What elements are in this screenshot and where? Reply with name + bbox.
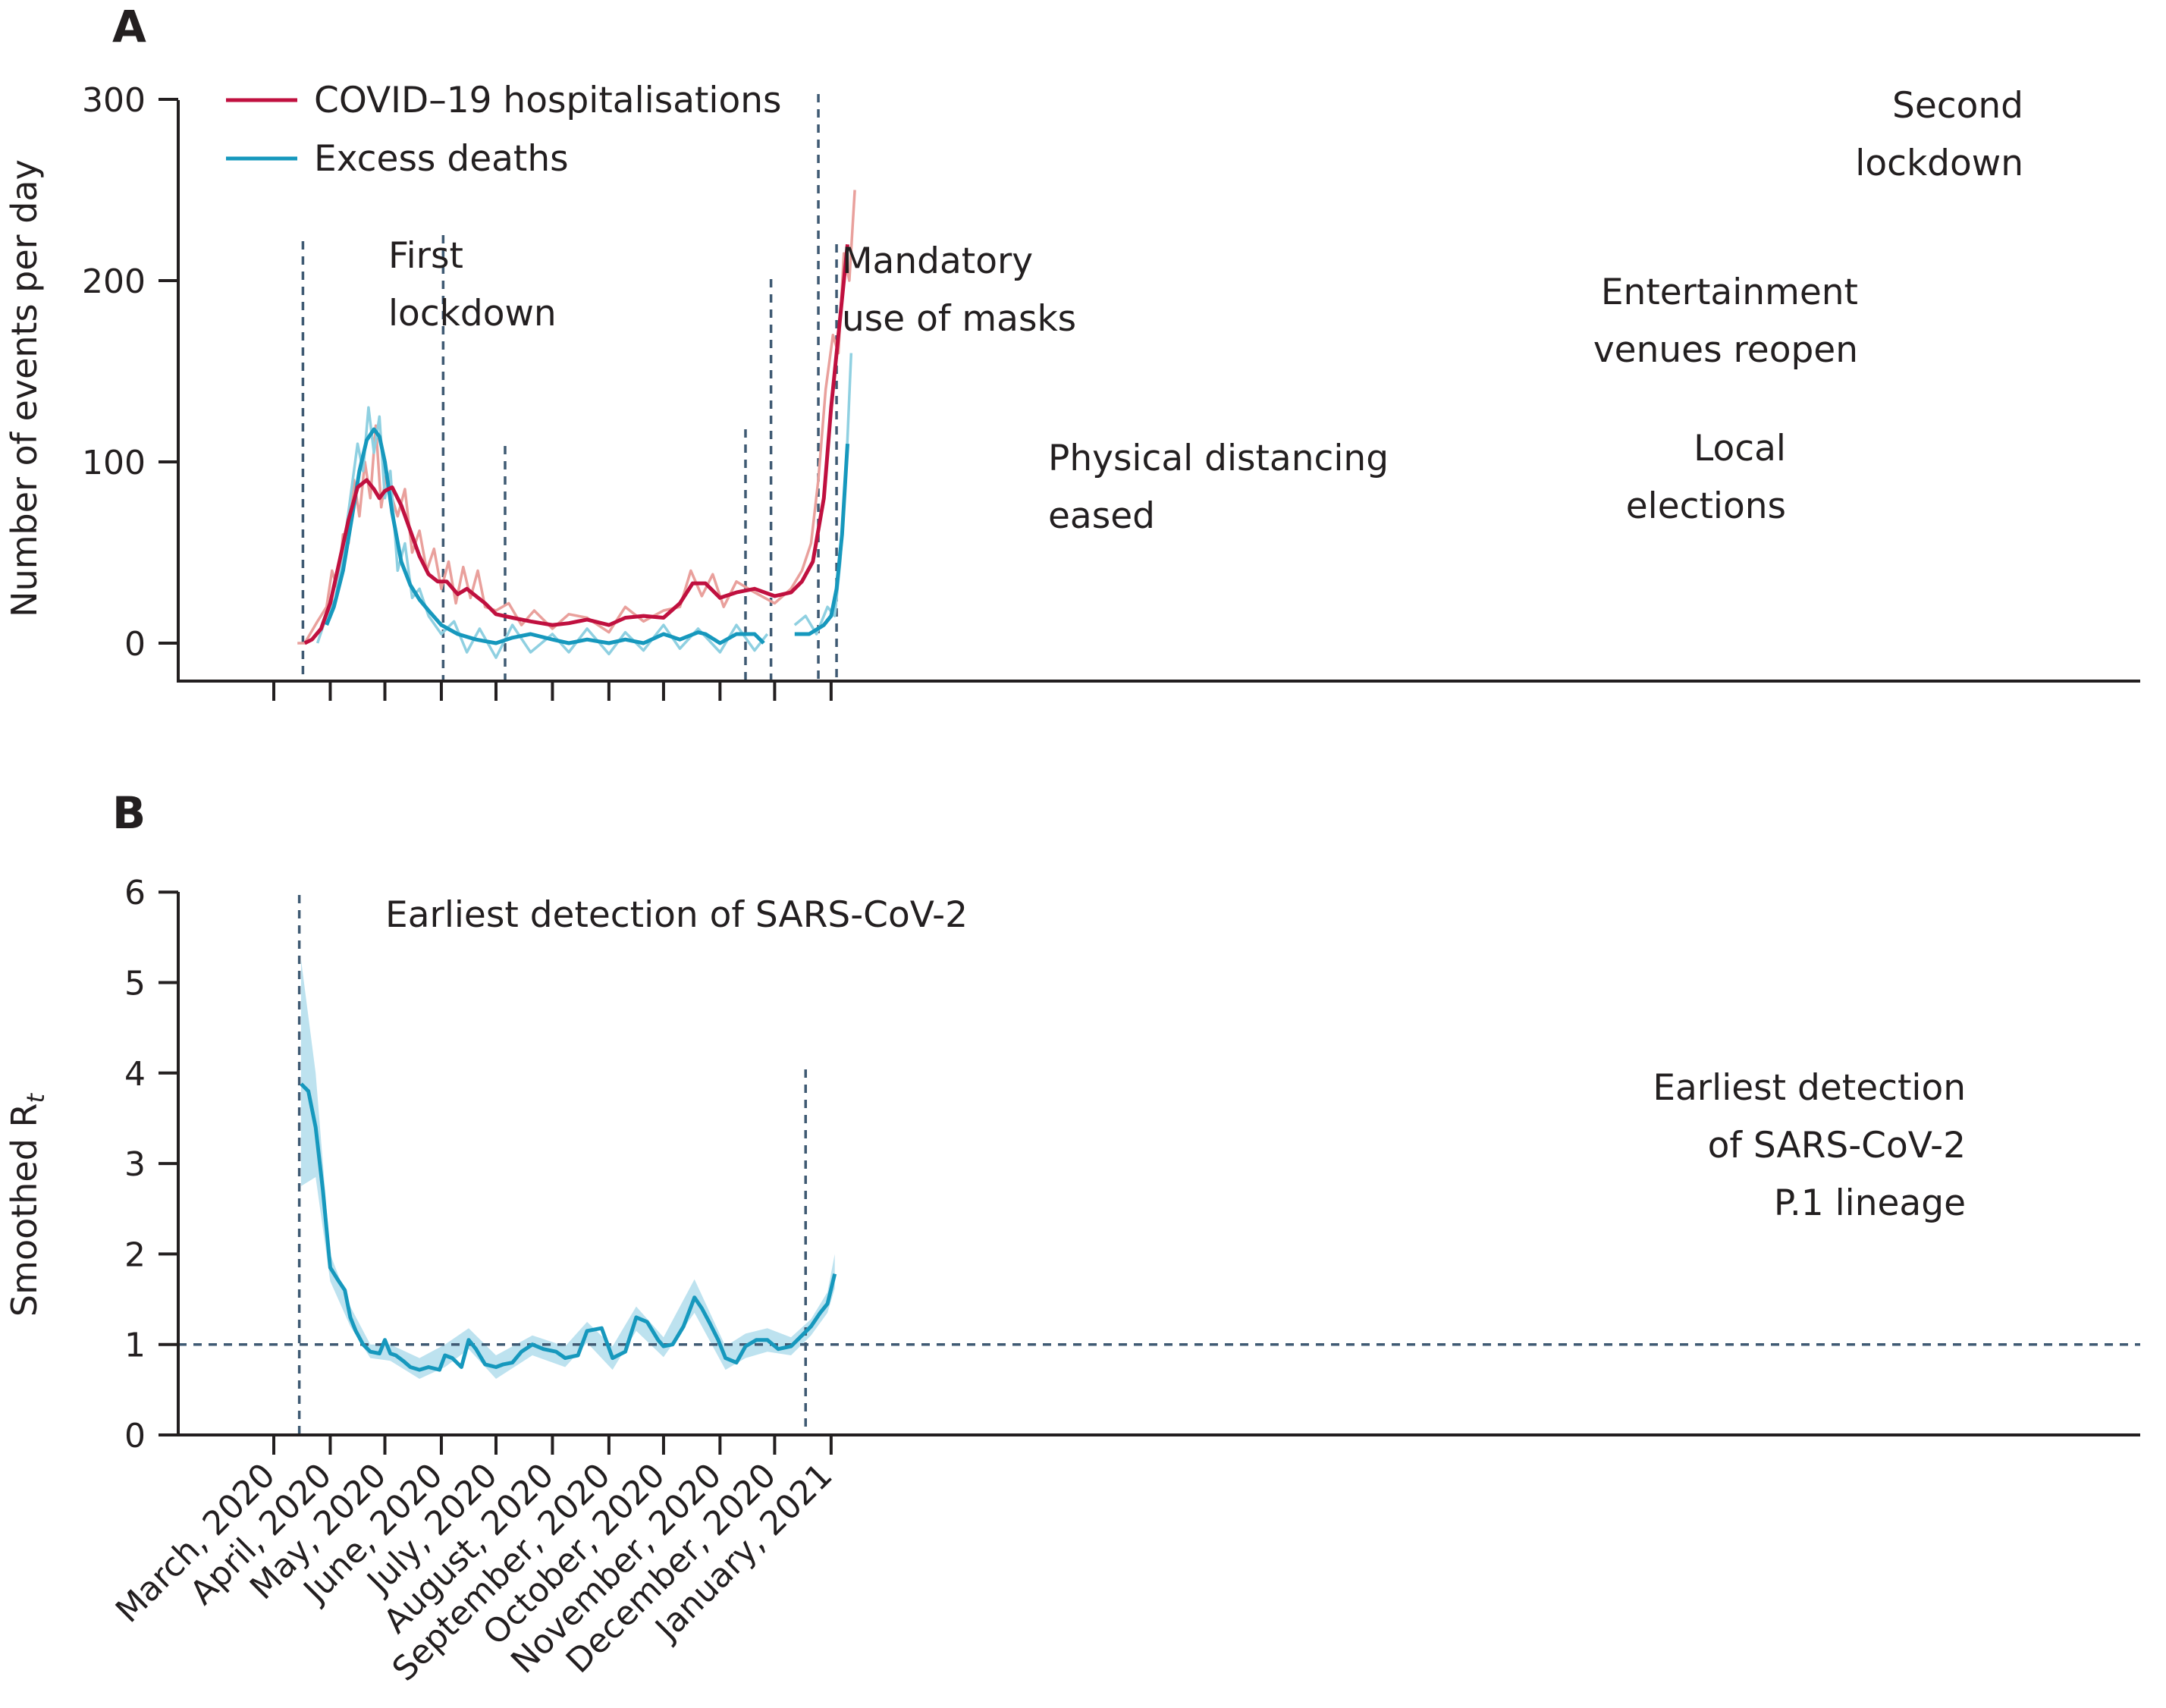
panel-b-y-tick-label: 4 (124, 1055, 146, 1094)
panel-b-band (301, 959, 835, 1379)
panel-b-event-annotation-line: P.1 lineage (1774, 1182, 1966, 1224)
panel-a-event-annotation: Local elections (1626, 428, 1786, 527)
excess-deaths-smoothed-line (325, 427, 765, 645)
panel-a-event-annotation-line: First (388, 235, 463, 277)
panel-b-event-annotation-line: of SARS-CoV-2 (1708, 1125, 1966, 1166)
panel-a-event-annotation-line: venues reopen (1593, 329, 1858, 371)
panel-b-event-annotation-line: Earliest detection of SARS-CoV-2 (385, 894, 968, 936)
panel-b-event-annotation: Earliest detection of SARS-CoV-2 (385, 894, 968, 936)
panel-b-axes (177, 892, 2140, 1436)
panel-a-event-annotation: Entertainment venues reopen (1593, 272, 1858, 371)
panel-a-event-annotation-line: elections (1626, 485, 1786, 527)
panel-b-event-annotation: Earliest detection of SARS-CoV-2 P.1 linea… (1653, 1067, 1966, 1224)
excess-deaths-smoothed-line-late (794, 443, 849, 636)
panel-b-label: B (112, 787, 146, 839)
panel-a: A Number of events per day 0 100 200 300 CO… (4, 1, 2140, 701)
panel-b: B Smoothed Rt 0 1 2 3 4 5 6 Earliest detection… (4, 787, 2140, 1455)
legend-label-hospitalisations: COVID–19 hospitalisations (314, 80, 782, 121)
legend-label-excess-deaths: Excess deaths (314, 138, 569, 180)
panel-b-y-axis-title-main: Smoothed R (4, 1103, 45, 1317)
panel-b-y-tick-label: 5 (124, 965, 146, 1003)
panel-b-y-tick-label: 3 (124, 1145, 146, 1184)
panel-b-y-tick-label: 2 (124, 1235, 146, 1274)
panel-b-event-annotation-line: Earliest detection (1653, 1067, 1966, 1109)
hospitalisations-smoothed-line (303, 243, 849, 645)
panel-a-y-tick-label: 300 (82, 81, 146, 120)
panel-a-event-annotation-line: Mandatory (842, 240, 1033, 282)
panel-a-series (297, 190, 856, 659)
panel-a-event-annotation: Physical distancing eased (1048, 438, 1389, 537)
panel-a-ticks: 0 100 200 300 (82, 81, 833, 701)
rt-credible-band (301, 959, 835, 1379)
panel-b-y-axis-title: Smoothed Rt (4, 1092, 50, 1317)
panel-a-event-annotation-line: lockdown (388, 293, 557, 334)
excess-deaths-raw-line (315, 406, 769, 659)
panel-a-event-annotation: First lockdown (388, 235, 557, 334)
panel-a-event-annotation-line: Second (1892, 85, 2023, 127)
rt-smoothed-line (300, 1082, 837, 1372)
panel-a-event-annotation-line: Physical distancing (1048, 438, 1389, 479)
panel-b-annotations: Earliest detection of SARS-CoV-2Earliest… (385, 894, 1966, 1224)
panel-a-axes (177, 100, 2140, 683)
panel-b-y-axis-title-subscript: t (21, 1092, 50, 1103)
panel-a-y-tick-label: 0 (124, 625, 146, 664)
panel-a-event-annotation: Mandatory use of masks (842, 240, 1076, 340)
panel-a-event-annotation-line: Entertainment (1601, 272, 1858, 313)
panel-a-event-annotation-line: lockdown (1855, 143, 2023, 184)
panel-b-y-tick-label: 1 (124, 1327, 146, 1365)
panel-b-event-lines (178, 895, 2140, 1435)
panel-a-annotations: First lockdown Mandatory use of masks Physic… (388, 85, 2023, 537)
panel-a-event-annotation-line: eased (1048, 495, 1155, 537)
panel-a-legend: COVID–19 hospitalisations Excess deaths (226, 80, 782, 180)
panel-b-y-tick-label: 6 (124, 874, 146, 912)
panel-b-ticks: 0 1 2 3 4 5 6 (124, 874, 833, 1455)
panel-b-y-tick-label: 0 (124, 1417, 146, 1455)
panel-a-event-annotation-line: Local (1694, 428, 1786, 469)
panel-a-label: A (112, 1, 146, 52)
panel-a-event-annotation-line: use of masks (842, 298, 1076, 340)
panel-b-series (300, 1082, 837, 1372)
panel-a-y-tick-label: 100 (82, 444, 146, 482)
panel-a-y-axis-title: Number of events per day (4, 159, 45, 617)
panel-a-event-annotation: Second lockdown (1855, 85, 2023, 184)
panel-a-y-tick-label: 200 (82, 262, 146, 301)
